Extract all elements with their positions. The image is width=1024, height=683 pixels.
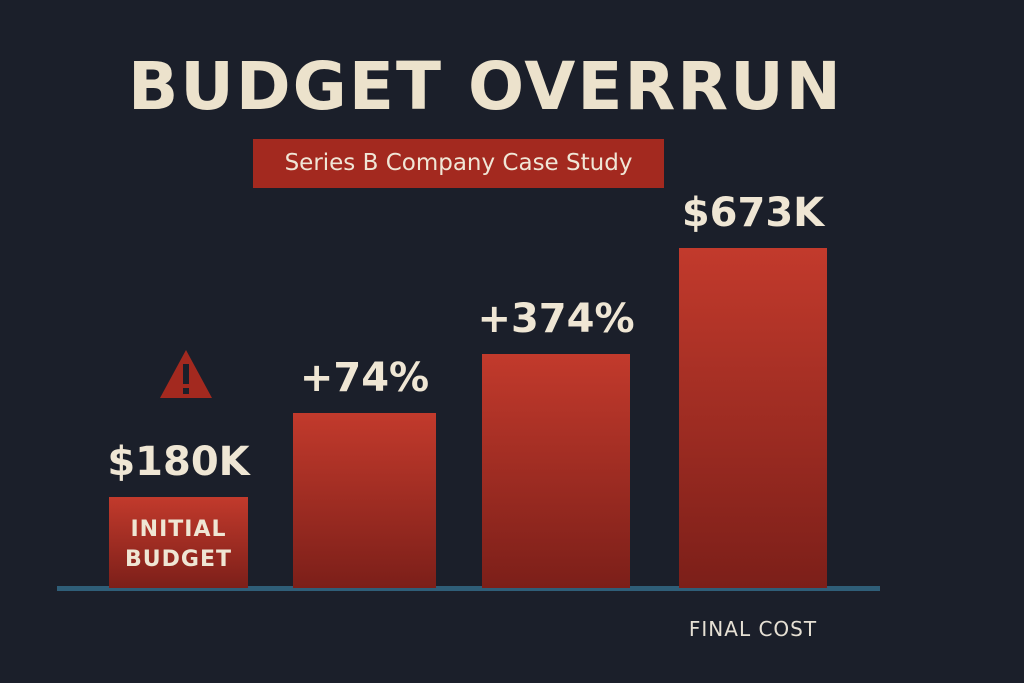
bar [679,248,827,588]
category-label: FINAL COST [688,617,818,641]
bar [293,413,436,588]
data-label: $180K [107,439,250,486]
chart-title: BUDGET OVERRUN [128,48,843,125]
baseline [57,586,880,591]
bar [109,497,248,588]
data-label: $673K [681,190,825,236]
bar [482,354,630,588]
data-label: +374% [477,296,635,343]
data-label: +74% [299,355,430,402]
subtitle: Series B Company Case Study [253,139,664,188]
warning-icon [160,350,212,398]
category-label: INITIAL BUDGET [125,517,232,573]
